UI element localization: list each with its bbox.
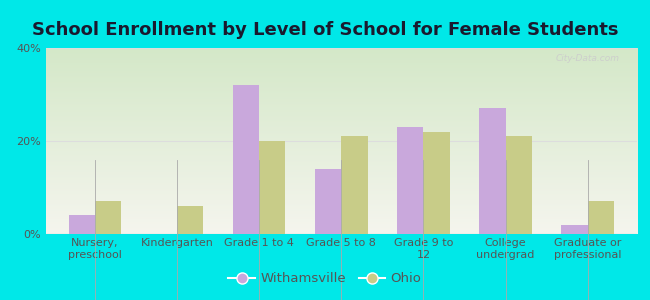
- Bar: [588, 202, 614, 234]
- Text: School Enrollment by Level of School for Female Students: School Enrollment by Level of School for…: [32, 21, 618, 39]
- Bar: [341, 136, 367, 234]
- Bar: [562, 225, 588, 234]
- Bar: [177, 206, 203, 234]
- Bar: [479, 108, 506, 234]
- Bar: [423, 132, 450, 234]
- Bar: [233, 85, 259, 234]
- Text: City-Data.com: City-Data.com: [555, 54, 619, 63]
- Bar: [506, 136, 532, 234]
- Bar: [397, 127, 423, 234]
- Bar: [315, 169, 341, 234]
- Bar: [259, 141, 285, 234]
- Bar: [68, 215, 95, 234]
- Legend: Withamsville, Ohio: Withamsville, Ohio: [223, 267, 427, 290]
- Bar: [95, 202, 121, 234]
